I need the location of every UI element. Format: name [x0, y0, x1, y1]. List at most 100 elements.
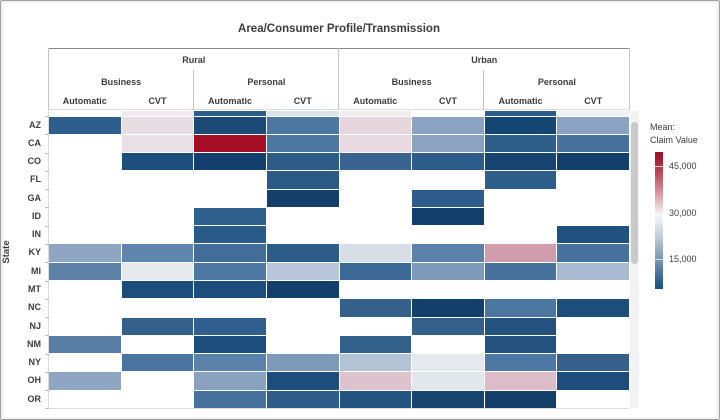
heatmap-cell-MI-1[interactable]: [121, 262, 194, 281]
heatmap-cell-NM-2[interactable]: [194, 335, 266, 354]
heatmap-cell-OH-0[interactable]: [49, 372, 121, 390]
heatmap-cell-OR-6[interactable]: [484, 390, 557, 408]
heatmap-cell-IN-2[interactable]: [194, 226, 266, 244]
heatmap-cell-AZ-5[interactable]: [412, 116, 484, 134]
heatmap-cell-AZ-7[interactable]: [557, 116, 629, 134]
heatmap-cell-CA-5[interactable]: [412, 134, 484, 153]
row-label-IN: IN: [32, 229, 41, 240]
heatmap-cell-CA-7[interactable]: [557, 134, 629, 153]
heatmap-cell-OR-3[interactable]: [266, 390, 339, 408]
heatmap-cell-GA-5[interactable]: [412, 189, 484, 207]
heatmap-cell-KY-4[interactable]: [339, 244, 412, 262]
heatmap-cell-GA-3[interactable]: [266, 189, 339, 207]
heatmap-cell-partial-6[interactable]: [484, 111, 557, 116]
heatmap-cell-AZ-3[interactable]: [266, 116, 339, 134]
heatmap-cell-partial-3[interactable]: [266, 111, 339, 116]
heatmap-cell-AZ-2[interactable]: [194, 116, 266, 134]
heatmap-cell-CO-5[interactable]: [412, 153, 484, 171]
heatmap-cell-KY-0[interactable]: [49, 244, 121, 262]
heatmap-cell-KY-2[interactable]: [194, 244, 266, 262]
heatmap-cell-FL-3[interactable]: [266, 171, 339, 189]
row-label-NC: NC: [28, 302, 41, 313]
heatmap-cell-CO-6[interactable]: [484, 153, 557, 171]
heatmap-cell-MI-2[interactable]: [194, 262, 266, 281]
heatmap-cell-MI-4[interactable]: [339, 262, 412, 281]
column-header-transmission-automatic: Automatic: [498, 96, 543, 106]
heatmap-cell-OH-2[interactable]: [194, 372, 266, 390]
heatmap-cell-KY-6[interactable]: [484, 244, 557, 262]
heatmap-cell-KY-7[interactable]: [557, 244, 629, 262]
heatmap-cell-MI-5[interactable]: [412, 262, 484, 281]
heatmap-cell-KY-5[interactable]: [412, 244, 484, 262]
heatmap-cell-NC-4[interactable]: [339, 299, 412, 317]
heatmap-cell-CA-3[interactable]: [266, 134, 339, 153]
heatmap-cell-NM-0[interactable]: [49, 335, 121, 354]
heatmap-cell-AZ-0[interactable]: [49, 116, 121, 134]
heatmap-cell-IN-7[interactable]: [557, 226, 629, 244]
heatmap-cell-NC-7[interactable]: [557, 299, 629, 317]
heatmap-cell-OH-4[interactable]: [339, 372, 412, 390]
heatmap-cell-NY-3[interactable]: [266, 354, 339, 372]
heatmap-cell-partial-7[interactable]: [557, 111, 629, 116]
heatmap-cell-NY-6[interactable]: [484, 354, 557, 372]
legend-title-line2: Claim Value: [650, 135, 698, 145]
heatmap-cell-AZ-6[interactable]: [484, 116, 557, 134]
heatmap-cell-CA-2[interactable]: [194, 134, 266, 153]
heatmap-cell-KY-1[interactable]: [121, 244, 194, 262]
column-header-transmission-automatic: Automatic: [62, 96, 107, 106]
heatmap-cell-CA-4[interactable]: [339, 134, 412, 153]
heatmap-cell-MT-5: [412, 281, 484, 298]
scrollbar-thumb[interactable]: [631, 122, 638, 264]
heatmap-cell-OH-3[interactable]: [266, 372, 339, 390]
heatmap-cell-NY-2[interactable]: [194, 354, 266, 372]
heatmap-cell-MI-7[interactable]: [557, 262, 629, 281]
heatmap-cell-OR-4[interactable]: [339, 390, 412, 408]
heatmap-cell-FL-6[interactable]: [484, 171, 557, 189]
heatmap-cell-OH-6[interactable]: [484, 372, 557, 390]
heatmap-cell-MI-3[interactable]: [266, 262, 339, 281]
heatmap-cell-partial-1[interactable]: [121, 111, 194, 116]
heatmap-cell-partial-4[interactable]: [339, 111, 412, 116]
heatmap-cell-AZ-4[interactable]: [339, 116, 412, 134]
heatmap-cell-NM-6[interactable]: [484, 335, 557, 354]
heatmap-cell-MI-6[interactable]: [484, 262, 557, 281]
heatmap-cell-NC-5[interactable]: [412, 299, 484, 317]
heatmap-cell-CO-4[interactable]: [339, 153, 412, 171]
heatmap-cell-FL-2: [194, 171, 266, 188]
heatmap-cell-NC-6[interactable]: [484, 299, 557, 317]
heatmap-cell-CA-6[interactable]: [484, 134, 557, 153]
row-tick: [45, 116, 49, 117]
heatmap-cell-NY-4[interactable]: [339, 354, 412, 372]
heatmap-cell-ID-5[interactable]: [412, 207, 484, 226]
heatmap-cell-NJ-6[interactable]: [484, 317, 557, 335]
heatmap-cell-partial-2[interactable]: [194, 111, 266, 116]
heatmap-cell-partial-5: [412, 111, 484, 116]
legend-color-ramp[interactable]: [655, 152, 663, 289]
heatmap-cell-MT-2[interactable]: [194, 281, 266, 299]
heatmap-cell-OH-5[interactable]: [412, 372, 484, 390]
heatmap-cell-CO-7[interactable]: [557, 153, 629, 171]
heatmap-cell-CA-1[interactable]: [121, 134, 194, 153]
legend-ramp-tick: [655, 166, 663, 167]
heatmap-cell-ID-2[interactable]: [194, 207, 266, 226]
heatmap-cell-AZ-1[interactable]: [121, 116, 194, 134]
heatmap-cell-NY-7[interactable]: [557, 354, 629, 372]
row-tick: [45, 408, 49, 410]
heatmap-cell-NY-5[interactable]: [412, 354, 484, 372]
heatmap-cell-MI-0[interactable]: [49, 262, 121, 281]
heatmap-cell-CO-3[interactable]: [266, 153, 339, 171]
heatmap-cell-ID-3: [267, 208, 339, 225]
heatmap-cell-KY-3[interactable]: [266, 244, 339, 262]
heatmap-cell-NJ-2[interactable]: [194, 317, 266, 335]
heatmap-cell-CO-1[interactable]: [121, 153, 194, 171]
heatmap-cell-NJ-5[interactable]: [412, 317, 484, 335]
heatmap-cell-OH-7[interactable]: [557, 372, 629, 390]
heatmap-cell-OR-2[interactable]: [194, 390, 266, 408]
heatmap-cell-MT-3[interactable]: [266, 281, 339, 299]
heatmap-cell-OR-5[interactable]: [412, 390, 484, 408]
heatmap-cell-NJ-1[interactable]: [121, 317, 194, 335]
heatmap-cell-NY-1[interactable]: [121, 354, 194, 372]
heatmap-cell-CO-2[interactable]: [194, 153, 266, 171]
heatmap-cell-NM-4[interactable]: [339, 335, 412, 354]
heatmap-cell-MT-1[interactable]: [121, 281, 194, 299]
